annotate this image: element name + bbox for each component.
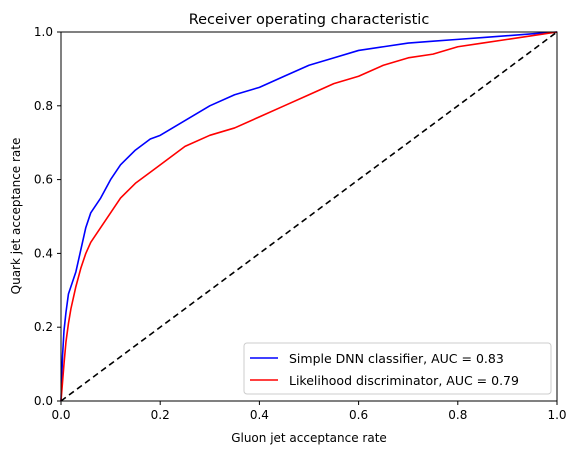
y-tick-label: 0.4 (34, 246, 53, 260)
y-axis-label: Quark jet acceptance rate (9, 138, 23, 295)
x-tick-label: 0.2 (151, 408, 170, 422)
x-tick-label: 1.0 (547, 408, 566, 422)
legend-box (243, 342, 552, 395)
x-tick-label: 0.8 (448, 408, 467, 422)
chart-title: Receiver operating characteristic (189, 12, 430, 28)
y-tick-label: 0.2 (34, 320, 53, 334)
likelihood-roc-line (60, 31, 558, 402)
x-tick-label: 0.0 (51, 408, 70, 422)
legend: Simple DNN classifier, AUC = 0.83 Likeli… (243, 342, 552, 395)
y-tick-label: 0.6 (34, 173, 53, 187)
x-tick-label: 0.4 (250, 408, 269, 422)
x-tick-label: 0.6 (349, 408, 368, 422)
x-axis: 0.0 0.2 0.4 0.6 0.8 1.0 (51, 401, 567, 422)
dnn-roc-line (60, 31, 558, 402)
series-layer (60, 31, 558, 402)
x-axis-label: Gluon jet acceptance rate (231, 431, 387, 445)
legend-label-dnn: Simple DNN classifier, AUC = 0.83 (289, 351, 504, 366)
legend-label-likelihood: Likelihood discriminator, AUC = 0.79 (289, 373, 519, 388)
random-guess-diagonal (60, 31, 558, 402)
plot-frame (60, 31, 558, 402)
y-tick-label: 0.8 (34, 99, 53, 113)
y-axis: 0.0 0.2 0.4 0.6 0.8 1.0 (34, 25, 61, 408)
y-tick-label: 1.0 (34, 25, 53, 39)
y-tick-label: 0.0 (34, 394, 53, 408)
